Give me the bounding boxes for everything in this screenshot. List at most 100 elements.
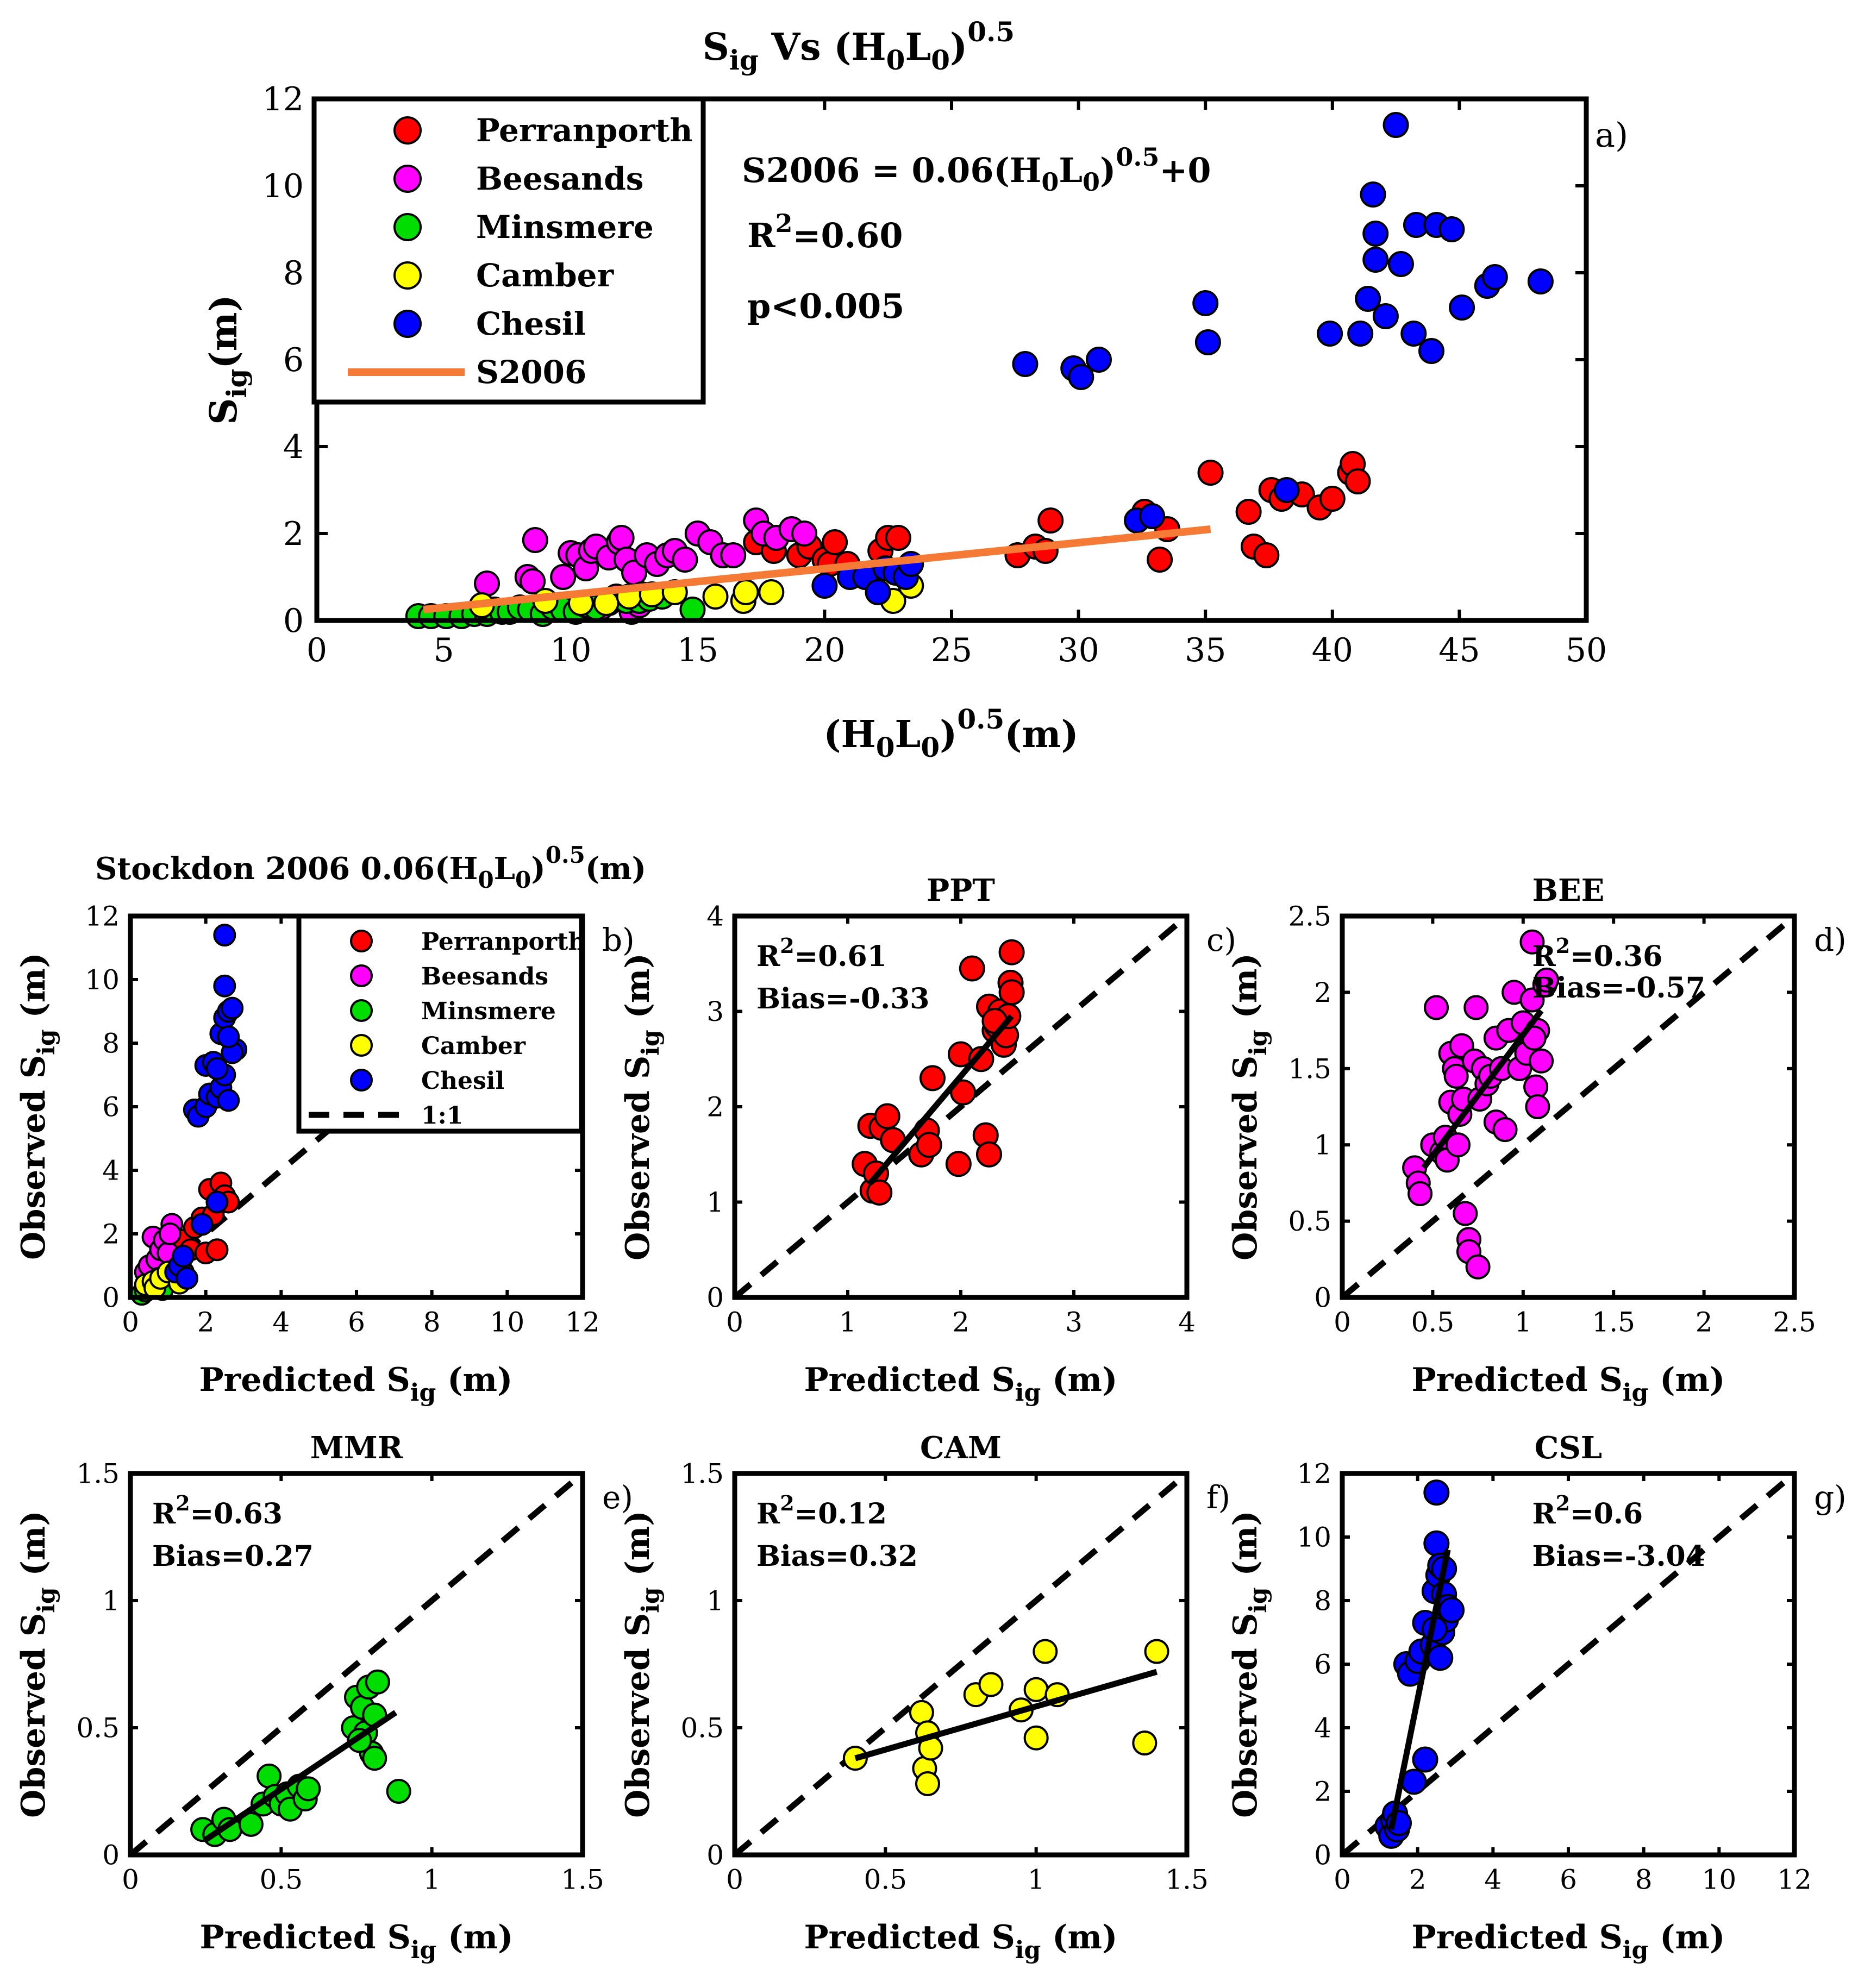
panel-c: 0 1 2 3 4 0 1 2 3 4 PPT c) R2=0.61 Bias=-0.33 Predicte…	[619, 873, 1236, 1407]
x-tick-label: 30	[1058, 631, 1099, 669]
legend-label: 1:1	[421, 1102, 463, 1130]
y-tick-label: 0.5	[1288, 1206, 1331, 1237]
marks	[128, 1471, 585, 1858]
data-point	[1443, 1063, 1469, 1089]
data-point	[1197, 460, 1224, 486]
data-point	[916, 1132, 942, 1158]
y-tick-label: 0	[706, 1282, 724, 1314]
legend-swatch	[350, 964, 373, 987]
fit-line	[423, 525, 1211, 613]
data-point	[1023, 1677, 1049, 1702]
data-point	[217, 1089, 240, 1112]
data-point	[1525, 1094, 1550, 1119]
y-tick-label: 10	[1297, 1522, 1331, 1553]
data-point	[176, 1266, 198, 1290]
data-point	[866, 1179, 893, 1206]
legend-label: Chesil	[421, 1067, 504, 1095]
x-tick-label: 12	[565, 1307, 600, 1338]
data-point	[213, 974, 236, 998]
legend-label: Beesands	[421, 963, 548, 990]
data-point	[874, 1103, 900, 1130]
legend-label: S2006	[476, 354, 586, 391]
data-point	[296, 1776, 321, 1802]
y-tick-label: 8	[283, 254, 304, 292]
y-tick-label: 12	[1297, 1458, 1331, 1490]
data-point	[1362, 247, 1389, 273]
panel-c-title: PPT	[927, 873, 995, 908]
x-tick-label: 4	[1484, 1864, 1502, 1896]
panel-a-pvalue: p<0.005	[747, 286, 904, 326]
x-tick-label: 2	[1409, 1864, 1427, 1896]
panel-f-label: f)	[1206, 1479, 1230, 1516]
panel-c-ylabel: Observed Sig (m)	[619, 953, 665, 1260]
panel-e-ylabel: Observed Sig (m)	[15, 1510, 60, 1818]
data-point	[474, 570, 501, 597]
data-point	[1400, 321, 1427, 347]
data-point	[158, 1222, 182, 1245]
data-point	[522, 527, 548, 553]
data-point	[1344, 468, 1371, 494]
x-tick-label: 1	[423, 1864, 441, 1896]
y-tick-label: 2	[706, 1092, 724, 1123]
panel-f-title: CAM	[920, 1430, 1002, 1466]
legend-label: Minsmere	[421, 998, 556, 1025]
legend-label: Perranporth	[476, 112, 693, 149]
x-tick-label: 10	[1702, 1864, 1737, 1896]
data-point	[758, 579, 785, 605]
data-point	[1319, 486, 1346, 512]
data-point	[1194, 329, 1221, 355]
ticks: 0 2 4 6 8 10 12 0 2 4 6 8 10 12	[1297, 1458, 1811, 1896]
legend-label: Camber	[421, 1032, 526, 1060]
data-point	[1449, 294, 1475, 321]
data-point	[1481, 264, 1508, 290]
panel-f-axes	[732, 1471, 1190, 1858]
x-tick-label: 8	[1635, 1864, 1653, 1896]
data-point	[959, 955, 985, 982]
data-point	[1132, 1730, 1158, 1756]
data-point	[1534, 967, 1560, 993]
x-tick-label: 0.5	[864, 1864, 908, 1896]
data-point	[1362, 221, 1389, 247]
panel-c-bias: Bias=-0.33	[756, 982, 929, 1015]
x-tick-label: 1.5	[1592, 1307, 1635, 1338]
legend-swatch	[393, 310, 422, 338]
panel-c-r2: R2=0.61	[756, 933, 887, 973]
panel-e-r2: R2=0.63	[152, 1491, 283, 1531]
data-point	[1147, 547, 1173, 573]
panel-a: Sig Vs (H0L0)0.5 0 5 10 15 20 25 30 35 40 45 50 0 2 4…	[202, 16, 1628, 763]
data-point	[1139, 503, 1166, 529]
legend-label: Camber	[476, 257, 615, 294]
data-point	[1527, 268, 1554, 294]
y-tick-label: 2	[102, 1219, 120, 1250]
data-point	[1412, 1746, 1438, 1773]
panel-a-title: Sig Vs (H0L0)0.5	[703, 16, 1015, 76]
one-to-one-line	[733, 1471, 1189, 1858]
y-tick-label: 6	[1314, 1649, 1331, 1680]
data-point	[1382, 112, 1409, 138]
panel-f: 0 0.5 1 1.5 0 0.5 1 1.5 CAM f) R2=0.12 Bias=0.32 Pre…	[619, 1430, 1230, 1964]
y-tick-label: 4	[283, 428, 304, 466]
x-tick-label: 6	[348, 1307, 365, 1338]
panel-b-label: b)	[602, 921, 635, 958]
fit-line	[204, 1710, 398, 1842]
data-point	[1407, 1181, 1433, 1207]
data-point	[1445, 1132, 1471, 1158]
x-tick-label: 25	[931, 631, 972, 669]
panel-e-bias: Bias=0.27	[152, 1540, 314, 1573]
data-point	[217, 1025, 240, 1049]
legend-swatch	[350, 930, 373, 952]
data-point	[998, 939, 1025, 965]
panel-c-label: c)	[1206, 921, 1236, 958]
data-point	[550, 564, 577, 590]
x-tick-label: 5	[434, 631, 454, 669]
y-tick-label: 12	[262, 80, 304, 118]
data-point	[213, 924, 236, 947]
x-tick-label: 12	[1777, 1864, 1812, 1896]
panel-d-r2: R2=0.36	[1532, 933, 1662, 973]
x-tick-label: 1.5	[1165, 1864, 1209, 1896]
data-point	[976, 1141, 1002, 1168]
x-tick-label: 0	[1334, 1307, 1351, 1338]
panel-c-xlabel: Predicted Sig (m)	[804, 1361, 1118, 1407]
data-point	[919, 1065, 946, 1092]
